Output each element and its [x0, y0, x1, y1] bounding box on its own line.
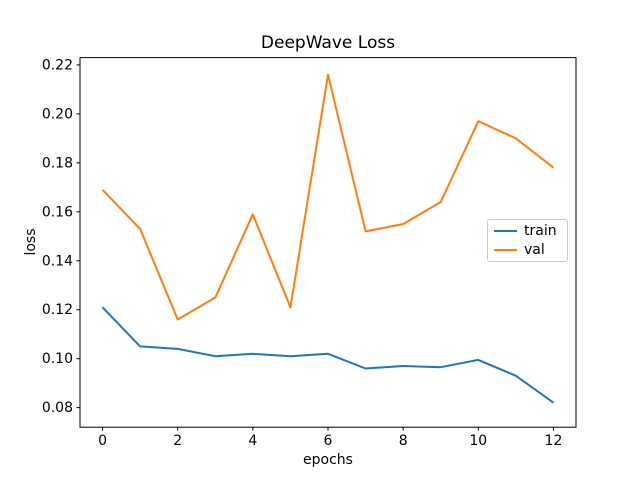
legend-label-train: train — [524, 223, 557, 240]
y-tick-label: 0.08 — [42, 400, 73, 416]
y-tick-label: 0.22 — [42, 57, 73, 73]
x-tick-label: 10 — [469, 433, 487, 449]
x-tick-label: 4 — [248, 433, 257, 449]
y-tick-label: 0.20 — [42, 106, 73, 122]
y-tick-label: 0.12 — [42, 302, 73, 318]
legend-entry-val: val — [494, 241, 567, 260]
x-tick-label: 0 — [98, 433, 107, 449]
legend-entry-train: train — [494, 222, 567, 241]
x-tick-label: 8 — [399, 433, 408, 449]
train-line-swatch — [494, 230, 517, 233]
y-tick-label: 0.18 — [42, 155, 73, 171]
x-tick-label: 2 — [173, 433, 182, 449]
chart-title: DeepWave Loss — [260, 33, 396, 53]
x-tick-label: 6 — [324, 433, 333, 449]
val-line — [101, 73, 555, 321]
y-tick-label: 0.10 — [42, 351, 73, 367]
y-axis-label: loss — [23, 228, 39, 256]
x-tick-label: 12 — [545, 433, 563, 449]
val-line-swatch — [494, 248, 517, 251]
legend-label-val: val — [524, 241, 545, 258]
x-axis-label: epochs — [303, 452, 353, 468]
legend: train val — [487, 219, 568, 262]
y-tick-label: 0.16 — [42, 204, 73, 220]
y-tick-label: 0.14 — [42, 253, 73, 269]
train-line — [101, 306, 555, 404]
